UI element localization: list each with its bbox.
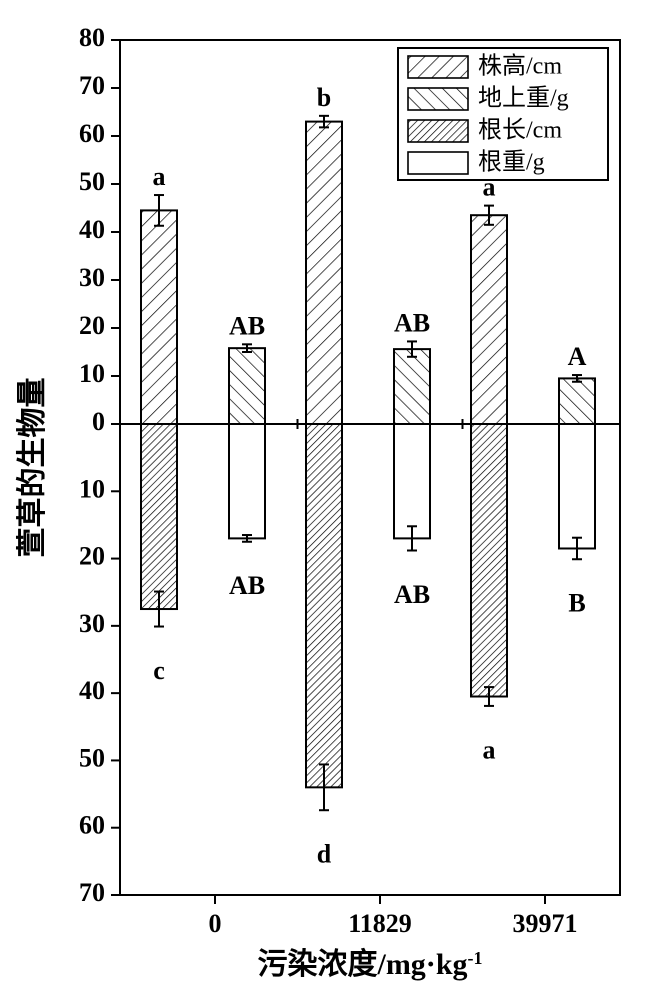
svg-text:40: 40 — [79, 676, 105, 705]
svg-text:萱草的生物量: 萱草的生物量 — [16, 378, 49, 558]
svg-text:70: 70 — [79, 878, 105, 907]
svg-text:AB: AB — [229, 571, 265, 600]
svg-text:地上重/g: 地上重/g — [478, 85, 569, 112]
svg-text:40: 40 — [79, 215, 105, 244]
svg-text:20: 20 — [79, 542, 105, 571]
svg-text:0: 0 — [92, 407, 105, 436]
svg-text:10: 10 — [79, 474, 105, 503]
svg-text:70: 70 — [79, 71, 105, 100]
svg-text:10: 10 — [79, 359, 105, 388]
svg-text:60: 60 — [79, 119, 105, 148]
svg-text:d: d — [317, 840, 332, 869]
svg-text:c: c — [153, 656, 165, 685]
svg-text:AB: AB — [394, 580, 430, 609]
svg-text:AB: AB — [229, 311, 265, 340]
biomass-mirror-bar-chart: 0 10 20 30 40 50 60 70 80 10 20 30 40 50 60 70 0 11829 399… — [0, 0, 651, 1000]
svg-text:根重/g: 根重/g — [478, 149, 545, 176]
svg-text:a: a — [483, 735, 496, 764]
svg-text:39971: 39971 — [513, 909, 578, 938]
svg-text:0: 0 — [209, 909, 222, 938]
svg-text:根长/cm: 根长/cm — [478, 117, 562, 144]
svg-text:株高/cm: 株高/cm — [478, 53, 562, 80]
svg-text:B: B — [568, 589, 585, 618]
svg-text:a: a — [153, 162, 166, 191]
svg-text:20: 20 — [79, 311, 105, 340]
svg-text:80: 80 — [79, 23, 105, 52]
svg-text:50: 50 — [79, 743, 105, 772]
svg-text:AB: AB — [394, 308, 430, 337]
svg-text:b: b — [317, 83, 331, 112]
svg-text:50: 50 — [79, 167, 105, 196]
svg-text:11829: 11829 — [348, 909, 412, 938]
svg-text:A: A — [568, 342, 587, 371]
svg-text:污染浓度/mg·kg-1: 污染浓度/mg·kg-1 — [257, 948, 482, 981]
svg-text:60: 60 — [79, 811, 105, 840]
svg-text:30: 30 — [79, 263, 105, 292]
svg-text:30: 30 — [79, 609, 105, 638]
